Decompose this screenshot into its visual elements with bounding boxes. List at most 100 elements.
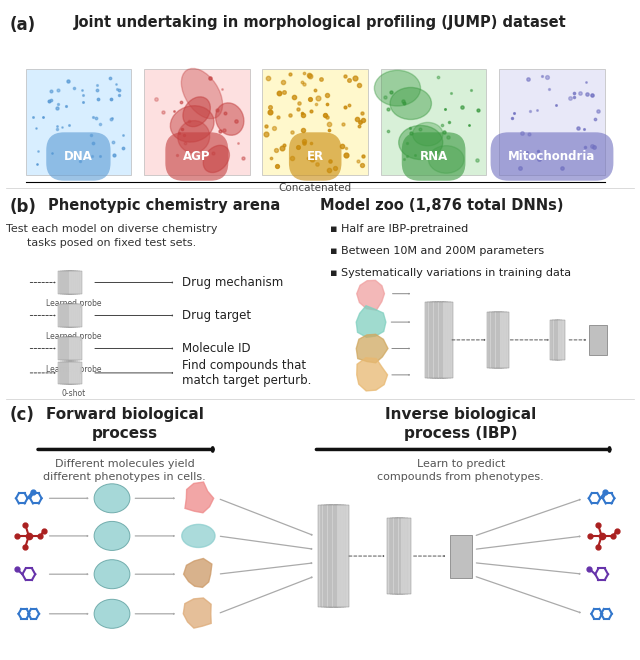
Text: DNA: DNA	[64, 150, 93, 163]
Ellipse shape	[181, 69, 223, 119]
Bar	[499, 69, 605, 175]
Polygon shape	[356, 280, 385, 310]
Bar	[440, 302, 451, 378]
Text: Model zoo (1,876 total DNNs): Model zoo (1,876 total DNNs)	[320, 198, 563, 213]
Ellipse shape	[170, 106, 214, 142]
Text: ER: ER	[307, 150, 324, 163]
Bar	[58, 337, 72, 360]
Bar	[552, 320, 560, 360]
Ellipse shape	[390, 88, 431, 119]
Bar	[62, 271, 76, 294]
Ellipse shape	[216, 103, 244, 135]
Bar	[425, 302, 436, 378]
Bar	[499, 312, 509, 368]
Text: Test each model on diverse chemistry
tasks posed on fixed test sets.: Test each model on diverse chemistry tas…	[6, 224, 218, 248]
Ellipse shape	[94, 599, 130, 628]
Bar	[262, 69, 368, 175]
Bar	[435, 302, 446, 378]
Bar	[26, 69, 131, 175]
Bar	[589, 325, 607, 355]
Text: Forward biological
process: Forward biological process	[46, 407, 204, 441]
Bar	[62, 362, 76, 384]
Ellipse shape	[94, 521, 130, 550]
Bar	[555, 320, 563, 360]
Bar	[66, 362, 80, 384]
Bar	[381, 69, 486, 175]
Bar	[323, 505, 336, 607]
Bar	[432, 302, 444, 378]
Polygon shape	[356, 306, 386, 337]
Bar	[430, 302, 441, 378]
Bar	[437, 302, 449, 378]
Bar	[58, 271, 72, 294]
Text: Learned probe: Learned probe	[46, 365, 101, 374]
Text: (c): (c)	[10, 406, 35, 424]
Bar	[60, 337, 74, 360]
Text: ▪ Systematically variations in training data: ▪ Systematically variations in training …	[330, 268, 571, 278]
Bar	[490, 312, 499, 368]
Text: Different molecules yield
different phenotypes in cells.: Different molecules yield different phen…	[44, 459, 206, 482]
Text: Concatenated: Concatenated	[278, 183, 352, 193]
Polygon shape	[184, 558, 212, 587]
Bar	[337, 505, 349, 607]
Text: Learned probe: Learned probe	[46, 299, 101, 308]
Bar	[68, 362, 82, 384]
Text: ▪ Half are IBP-pretrained: ▪ Half are IBP-pretrained	[330, 224, 468, 234]
Bar	[392, 518, 403, 594]
Bar	[334, 505, 346, 607]
Text: AGP: AGP	[183, 150, 211, 163]
Text: Joint undertaking in morphological profiling (JUMP) dataset: Joint undertaking in morphological profi…	[74, 15, 566, 30]
Polygon shape	[183, 598, 211, 628]
Polygon shape	[356, 335, 388, 363]
Ellipse shape	[428, 146, 464, 173]
Bar	[64, 362, 78, 384]
Text: ▪ Between 10M and 200M parameters: ▪ Between 10M and 200M parameters	[330, 246, 544, 256]
Text: (a): (a)	[10, 16, 36, 34]
Bar	[329, 505, 341, 607]
Bar	[66, 304, 80, 327]
Text: (b): (b)	[10, 198, 36, 216]
Ellipse shape	[183, 97, 211, 127]
Bar	[64, 304, 78, 327]
Bar	[557, 320, 565, 360]
Bar	[144, 69, 250, 175]
Bar	[62, 304, 76, 327]
Bar	[395, 518, 406, 594]
Text: Inverse biological
process (IBP): Inverse biological process (IBP)	[385, 407, 536, 441]
Ellipse shape	[413, 122, 443, 146]
Bar	[60, 304, 74, 327]
Ellipse shape	[204, 145, 229, 172]
Bar	[60, 362, 74, 384]
Bar	[550, 320, 557, 360]
Bar	[68, 337, 82, 360]
Bar	[390, 518, 401, 594]
Ellipse shape	[94, 484, 130, 513]
Ellipse shape	[178, 121, 210, 152]
Text: Learn to predict
compounds from phenotypes.: Learn to predict compounds from phenotyp…	[378, 459, 544, 482]
Bar	[387, 518, 398, 594]
Bar	[497, 312, 507, 368]
Ellipse shape	[182, 524, 215, 548]
Bar	[492, 312, 502, 368]
Bar	[487, 312, 497, 368]
Text: Learned probe: Learned probe	[46, 332, 101, 341]
Bar	[442, 302, 453, 378]
Polygon shape	[185, 482, 214, 513]
Bar	[66, 271, 80, 294]
Text: Molecule ID: Molecule ID	[182, 342, 251, 355]
Bar	[450, 535, 472, 578]
Bar	[326, 505, 339, 607]
Text: Drug target: Drug target	[182, 309, 252, 322]
Bar	[494, 312, 504, 368]
Ellipse shape	[399, 125, 443, 160]
Bar	[68, 304, 82, 327]
Ellipse shape	[374, 71, 420, 106]
Bar	[68, 271, 82, 294]
Ellipse shape	[94, 560, 130, 589]
Bar	[58, 362, 72, 384]
Bar	[62, 337, 76, 360]
Text: Mitochondria: Mitochondria	[508, 150, 596, 163]
Text: 0-shot: 0-shot	[61, 389, 86, 399]
Bar	[60, 271, 74, 294]
Bar	[319, 505, 331, 607]
